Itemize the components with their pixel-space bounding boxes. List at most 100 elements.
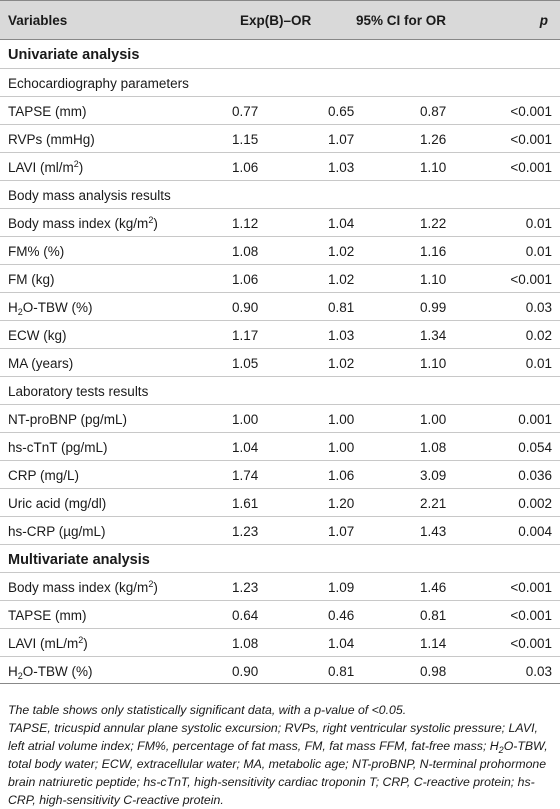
ci-upper: 0.87 (420, 104, 447, 119)
subsection-title: Echocardiography parameters (8, 76, 189, 91)
footnote-abbr-part1: TAPSE, tricuspid annular plane systolic … (8, 721, 538, 753)
variable-name: LAVI (ml/m (8, 160, 74, 175)
ci-upper: 1.34 (420, 328, 447, 343)
header-or: Exp(B)–OR (240, 13, 312, 28)
ci-lower: 1.20 (328, 496, 355, 511)
variable-superscript: 2 (73, 159, 79, 169)
p-value: 0.054 (518, 440, 552, 455)
variable-subscript: 2 (17, 307, 23, 317)
variable-name: FM (kg) (8, 272, 55, 287)
ci-upper: 0.98 (420, 664, 447, 679)
ci-upper: 3.09 (420, 468, 447, 483)
ci-upper: 1.10 (420, 272, 447, 287)
variable-name: H (8, 664, 18, 679)
p-value: 0.01 (525, 356, 552, 371)
p-value: <0.001 (510, 636, 552, 651)
p-value: 0.036 (518, 468, 552, 483)
ci-lower: 0.81 (328, 300, 355, 315)
p-value: 0.01 (525, 244, 552, 259)
variable-cell: CRP (mg/L) (8, 468, 79, 483)
p-value: 0.01 (525, 216, 552, 231)
variable-cell: hs-cTnT (pg/mL) (8, 440, 108, 455)
table-row: Uric acid (mg/dl) 1.61 1.20 2.21 0.002 (0, 488, 560, 516)
header-ci: 95% CI for OR (356, 13, 447, 28)
footnote-significance: The table shows only statistically signi… (8, 703, 407, 717)
ci-upper: 0.81 (420, 608, 447, 623)
variable-cell: LAVI (ml/m2) (8, 159, 83, 176)
variable-cell: RVPs (mmHg) (8, 132, 95, 147)
ci-lower: 1.07 (328, 524, 355, 539)
variable-cell: Uric acid (mg/dl) (8, 496, 106, 511)
or-value: 1.05 (232, 356, 259, 371)
table-row: H2O-TBW (%) 0.90 0.81 0.99 0.03 (0, 292, 560, 320)
table-row: RVPs (mmHg) 1.15 1.07 1.26 <0.001 (0, 124, 560, 152)
subsection-row: Body mass analysis results (0, 180, 560, 208)
header-variables: Variables (8, 13, 68, 28)
variable-cell: H2O-TBW (%) (8, 300, 93, 317)
table-row: NT-proBNP (pg/mL) 1.00 1.00 1.00 0.001 (0, 404, 560, 432)
ci-lower: 0.81 (328, 664, 355, 679)
variable-name: hs-cTnT (pg/mL) (8, 440, 108, 455)
p-value: <0.001 (510, 160, 552, 175)
table-row: Body mass index (kg/m2) 1.12 1.04 1.22 0.01 (0, 208, 560, 236)
table-row: H2O-TBW (%) 0.90 0.81 0.98 0.03 (0, 656, 560, 684)
subsection-row: Laboratory tests results (0, 376, 560, 404)
section-title: Multivariate analysis (8, 552, 150, 568)
or-value: 1.23 (232, 580, 259, 595)
ci-upper: 1.14 (420, 636, 447, 651)
variable-superscript: 2 (78, 635, 84, 645)
footnote-abbreviations: TAPSE, tricuspid annular plane systolic … (8, 719, 556, 809)
ci-upper: 0.99 (420, 300, 447, 315)
table-row: LAVI (ml/m2) 1.06 1.03 1.10 <0.001 (0, 152, 560, 180)
ci-lower: 1.03 (328, 160, 355, 175)
or-value: 1.08 (232, 244, 259, 259)
ci-lower: 1.03 (328, 328, 355, 343)
or-value: 1.08 (232, 636, 259, 651)
variable-cell: TAPSE (mm) (8, 104, 87, 119)
variable-name-tail: O-TBW (%) (22, 300, 93, 315)
ci-lower: 0.46 (328, 608, 355, 623)
ci-lower: 1.02 (328, 272, 355, 287)
p-value: <0.001 (510, 580, 552, 595)
or-value: 0.77 (232, 104, 259, 119)
ci-upper: 1.08 (420, 440, 447, 455)
or-value: 1.23 (232, 524, 259, 539)
table-row: MA (years) 1.05 1.02 1.10 0.01 (0, 348, 560, 376)
ci-lower: 1.00 (328, 412, 355, 427)
table-row: TAPSE (mm) 0.77 0.65 0.87 <0.001 (0, 96, 560, 124)
variable-cell: Body mass index (kg/m2) (8, 580, 158, 596)
variable-superscript: 2 (148, 215, 154, 225)
p-value: <0.001 (510, 272, 552, 287)
variable-name: Body mass index (kg/m (8, 580, 149, 595)
table-row: FM (kg) 1.06 1.02 1.10 <0.001 (0, 264, 560, 292)
variable-name: Body mass index (kg/m (8, 216, 149, 231)
variable-name: FM% (%) (8, 244, 65, 259)
variable-name: TAPSE (mm) (8, 608, 87, 623)
ci-upper: 1.22 (420, 216, 447, 231)
ci-lower: 1.02 (328, 244, 355, 259)
variable-cell: MA (years) (8, 356, 73, 371)
variable-name: H (8, 300, 18, 315)
table-row: hs-cTnT (pg/mL) 1.04 1.00 1.08 0.054 (0, 432, 560, 460)
p-value: 0.03 (525, 300, 552, 315)
p-value: 0.001 (518, 412, 552, 427)
ci-upper: 1.00 (420, 412, 447, 427)
or-value: 1.06 (232, 160, 259, 175)
ci-lower: 0.65 (328, 104, 355, 119)
variable-cell: LAVI (mL/m2) (8, 635, 88, 652)
variable-name-tail: ) (83, 636, 88, 651)
variable-subscript: 2 (17, 671, 23, 681)
ci-lower: 1.02 (328, 356, 355, 371)
header-p: p (539, 13, 548, 28)
variable-name: TAPSE (mm) (8, 104, 87, 119)
or-value: 1.12 (232, 216, 259, 231)
variable-name: hs-CRP (µg/mL) (8, 524, 106, 539)
variable-name: NT-proBNP (pg/mL) (8, 412, 128, 427)
table-body: Echocardiography parameters TAPSE (mm) 0.7… (0, 68, 560, 684)
variable-name: ECW (kg) (8, 328, 67, 343)
variable-name-tail: O-TBW (%) (22, 664, 93, 679)
variable-name: MA (years) (8, 356, 74, 371)
p-value: <0.001 (510, 132, 552, 147)
ci-lower: 1.09 (328, 580, 355, 595)
table-footnotes: The table shows only statistically signi… (8, 701, 556, 809)
